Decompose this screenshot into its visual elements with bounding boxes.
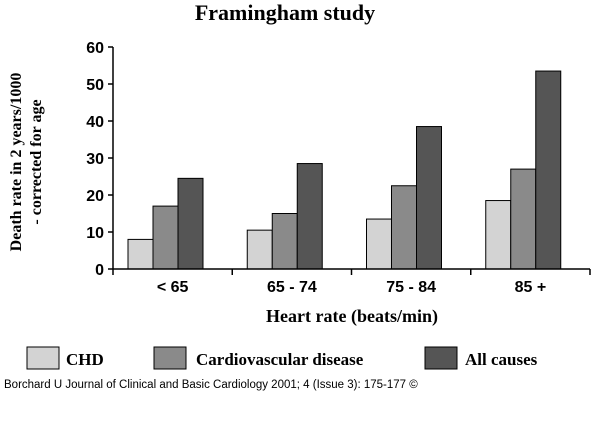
bar-cardiovascular-disease-1 bbox=[152, 205, 179, 270]
bar-chd-4 bbox=[485, 200, 512, 270]
legend-swatch bbox=[26, 346, 60, 370]
bar-chd-2 bbox=[246, 229, 273, 270]
bar-chd-3 bbox=[366, 218, 392, 270]
legend-label: CHD bbox=[66, 350, 104, 369]
bar-cardiovascular-disease-2 bbox=[271, 213, 298, 270]
legend-label: Cardiovascular disease bbox=[196, 350, 364, 369]
y-tick-label: 0 bbox=[95, 262, 104, 279]
legend-swatch bbox=[153, 346, 187, 370]
x-tick-label: 65 - 74 bbox=[267, 279, 317, 296]
legend: CHD Cardiovascular disease All causes bbox=[26, 346, 538, 370]
y-axis-label-line-2: - corrected for age bbox=[28, 99, 45, 224]
bar-all-causes-1 bbox=[177, 177, 204, 270]
legend-label: All causes bbox=[465, 350, 538, 369]
plot-area: 0 10 20 30 40 50 60 < 65 65 - 74 75 - 84 85 + bbox=[86, 40, 591, 296]
y-tick-label: 30 bbox=[86, 151, 104, 168]
bar-all-causes-4 bbox=[535, 70, 562, 270]
legend-swatch bbox=[424, 346, 458, 370]
y-tick-label: 20 bbox=[86, 188, 104, 205]
y-tick-label: 40 bbox=[86, 114, 104, 131]
y-tick-label: 60 bbox=[86, 40, 104, 57]
y-axis-label-line-1: Death rate in 2 years/1000 bbox=[8, 73, 25, 252]
bar-cardiovascular-disease-4 bbox=[510, 168, 537, 270]
y-axis-label: Death rate in 2 years/1000 - corrected f… bbox=[8, 73, 45, 252]
bar-cardiovascular-disease-3 bbox=[391, 185, 417, 270]
x-tick-label: < 65 bbox=[157, 279, 189, 296]
bar-all-causes-3 bbox=[416, 126, 442, 270]
y-tick-label: 10 bbox=[86, 225, 104, 242]
x-tick-label: 75 - 84 bbox=[386, 279, 436, 296]
bar-all-causes-2 bbox=[296, 163, 323, 270]
chart-title: Framingham study bbox=[195, 0, 375, 25]
x-tick-label: 85 + bbox=[515, 279, 547, 296]
source-credit: Borchard U Journal of Clinical and Basic… bbox=[4, 379, 418, 391]
y-tick-label: 50 bbox=[86, 77, 104, 94]
x-axis-label: Heart rate (beats/min) bbox=[266, 306, 438, 327]
bar-chd-1 bbox=[127, 238, 154, 270]
